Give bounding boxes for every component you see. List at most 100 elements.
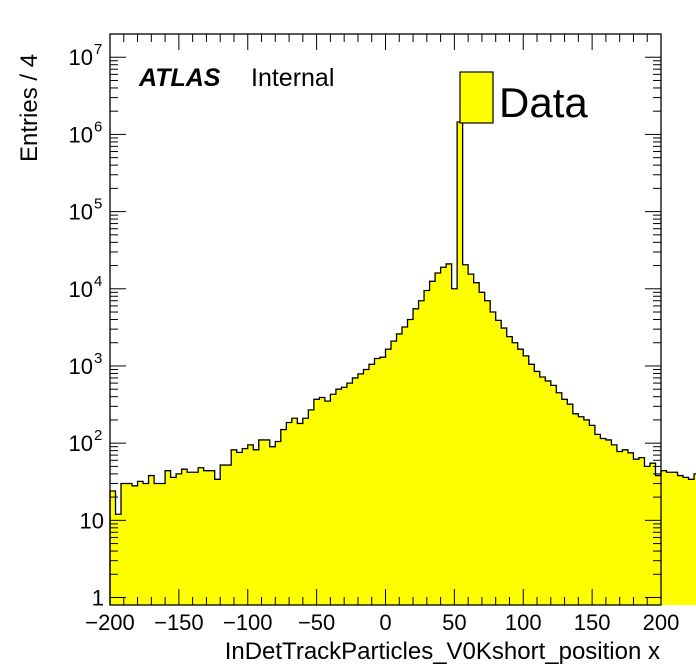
y-tick-exponent: 2 xyxy=(94,427,102,444)
histogram-bar xyxy=(143,483,149,605)
histogram-bar xyxy=(302,418,309,605)
x-tick-label: 200 xyxy=(643,610,680,635)
histogram-bar xyxy=(572,413,579,605)
histogram-bar xyxy=(649,463,656,605)
histogram-bar xyxy=(413,308,419,605)
histogram-bar xyxy=(446,263,452,605)
y-tick-exponent: 6 xyxy=(94,118,102,135)
histogram-bar xyxy=(694,473,696,605)
histogram-bar xyxy=(462,264,469,605)
histogram-bar xyxy=(627,452,634,605)
y-tick-label: 10 xyxy=(69,431,93,456)
histogram-bar xyxy=(335,389,342,605)
histogram-bar xyxy=(561,399,568,605)
histogram-bar xyxy=(473,282,480,605)
histogram-bar xyxy=(291,418,298,605)
histogram-bar xyxy=(539,376,546,605)
y-tick-label: 10 xyxy=(80,508,104,533)
histogram-bar xyxy=(578,416,585,605)
histogram-bar xyxy=(545,380,552,605)
histogram-bar xyxy=(357,373,364,605)
histogram-bar xyxy=(187,472,193,605)
histogram-bar xyxy=(132,485,138,605)
histogram-bar xyxy=(655,475,662,605)
histogram-bar xyxy=(550,385,557,605)
histogram-bar xyxy=(523,355,530,605)
histogram-bar xyxy=(231,449,238,605)
histogram-bar xyxy=(214,479,221,605)
histogram-bar xyxy=(644,466,651,605)
histogram-bar xyxy=(308,409,315,605)
histogram-bar xyxy=(583,419,590,605)
histogram-bar xyxy=(528,364,535,605)
histogram-bar xyxy=(181,469,188,605)
histogram-bar xyxy=(319,397,326,605)
histogram-bar xyxy=(396,333,403,605)
x-tick-label: −50 xyxy=(298,610,335,635)
histogram-bar xyxy=(666,472,673,605)
histogram-bar xyxy=(368,364,375,605)
plot-frame xyxy=(109,33,662,606)
histogram-bar xyxy=(170,477,177,605)
histogram-bar xyxy=(154,483,160,605)
y-tick-label: 10 xyxy=(69,354,93,379)
histogram-outline xyxy=(109,121,696,605)
histogram-bar xyxy=(688,479,695,605)
x-tick-labels: −200 −150 −100 −50 0 50 100 150 200 xyxy=(85,610,679,635)
histogram-bar xyxy=(148,475,155,605)
histogram-bar xyxy=(424,290,430,605)
histogram-bar xyxy=(176,473,182,605)
axis-ticks xyxy=(109,33,662,605)
histogram-bar xyxy=(479,292,485,605)
histogram-bar xyxy=(253,449,260,605)
histogram-bar xyxy=(363,369,370,605)
histogram-bar xyxy=(633,459,640,605)
histogram-bar xyxy=(324,401,331,605)
histogram-bar xyxy=(209,470,215,605)
histogram-bar xyxy=(567,404,574,605)
histogram-bar xyxy=(258,439,265,605)
histogram-bar xyxy=(115,514,122,605)
histogram-bar xyxy=(220,465,227,605)
y-tick-label: 10 xyxy=(69,45,93,70)
histogram-bar xyxy=(512,342,519,605)
histogram-bar xyxy=(402,326,408,605)
y-tick-exponent: 4 xyxy=(94,273,102,290)
x-tick-label: −150 xyxy=(154,610,204,635)
histogram-bar xyxy=(506,336,513,605)
legend-swatch xyxy=(459,71,494,124)
x-tick-label: 100 xyxy=(505,610,542,635)
histogram-bar xyxy=(556,392,563,605)
x-tick-label: −200 xyxy=(85,610,135,635)
histogram-bar xyxy=(605,439,612,605)
histogram-bar xyxy=(435,273,441,605)
histogram-bar xyxy=(440,267,447,605)
histogram-bar xyxy=(236,452,243,605)
atlas-label: ATLAS xyxy=(138,64,221,92)
histogram-bar xyxy=(313,399,320,605)
histogram-bar xyxy=(495,320,502,605)
y-axis-title: Entries / 4 xyxy=(16,54,43,162)
histogram-bar xyxy=(600,438,607,605)
y-tick-exponent: 5 xyxy=(94,196,102,213)
histogram-bar xyxy=(661,470,667,605)
histogram-bar xyxy=(346,383,353,605)
histogram-bar xyxy=(616,451,623,605)
histogram-bar xyxy=(275,441,282,605)
histogram-bar xyxy=(286,422,293,605)
histogram-bar xyxy=(121,483,127,605)
y-tick-exponent: 7 xyxy=(94,41,102,58)
histogram-bar xyxy=(534,371,541,605)
histogram-bar xyxy=(418,300,425,605)
histogram-bar xyxy=(198,467,204,605)
histogram-bar xyxy=(672,472,678,605)
histogram-bar xyxy=(429,281,436,605)
histogram-bar xyxy=(484,300,491,605)
histogram-bar xyxy=(352,377,359,605)
histogram-bar xyxy=(385,349,392,605)
x-tick-label: 50 xyxy=(442,610,466,635)
histogram-bar xyxy=(622,449,629,605)
legend-entry-data: Data xyxy=(499,79,588,126)
